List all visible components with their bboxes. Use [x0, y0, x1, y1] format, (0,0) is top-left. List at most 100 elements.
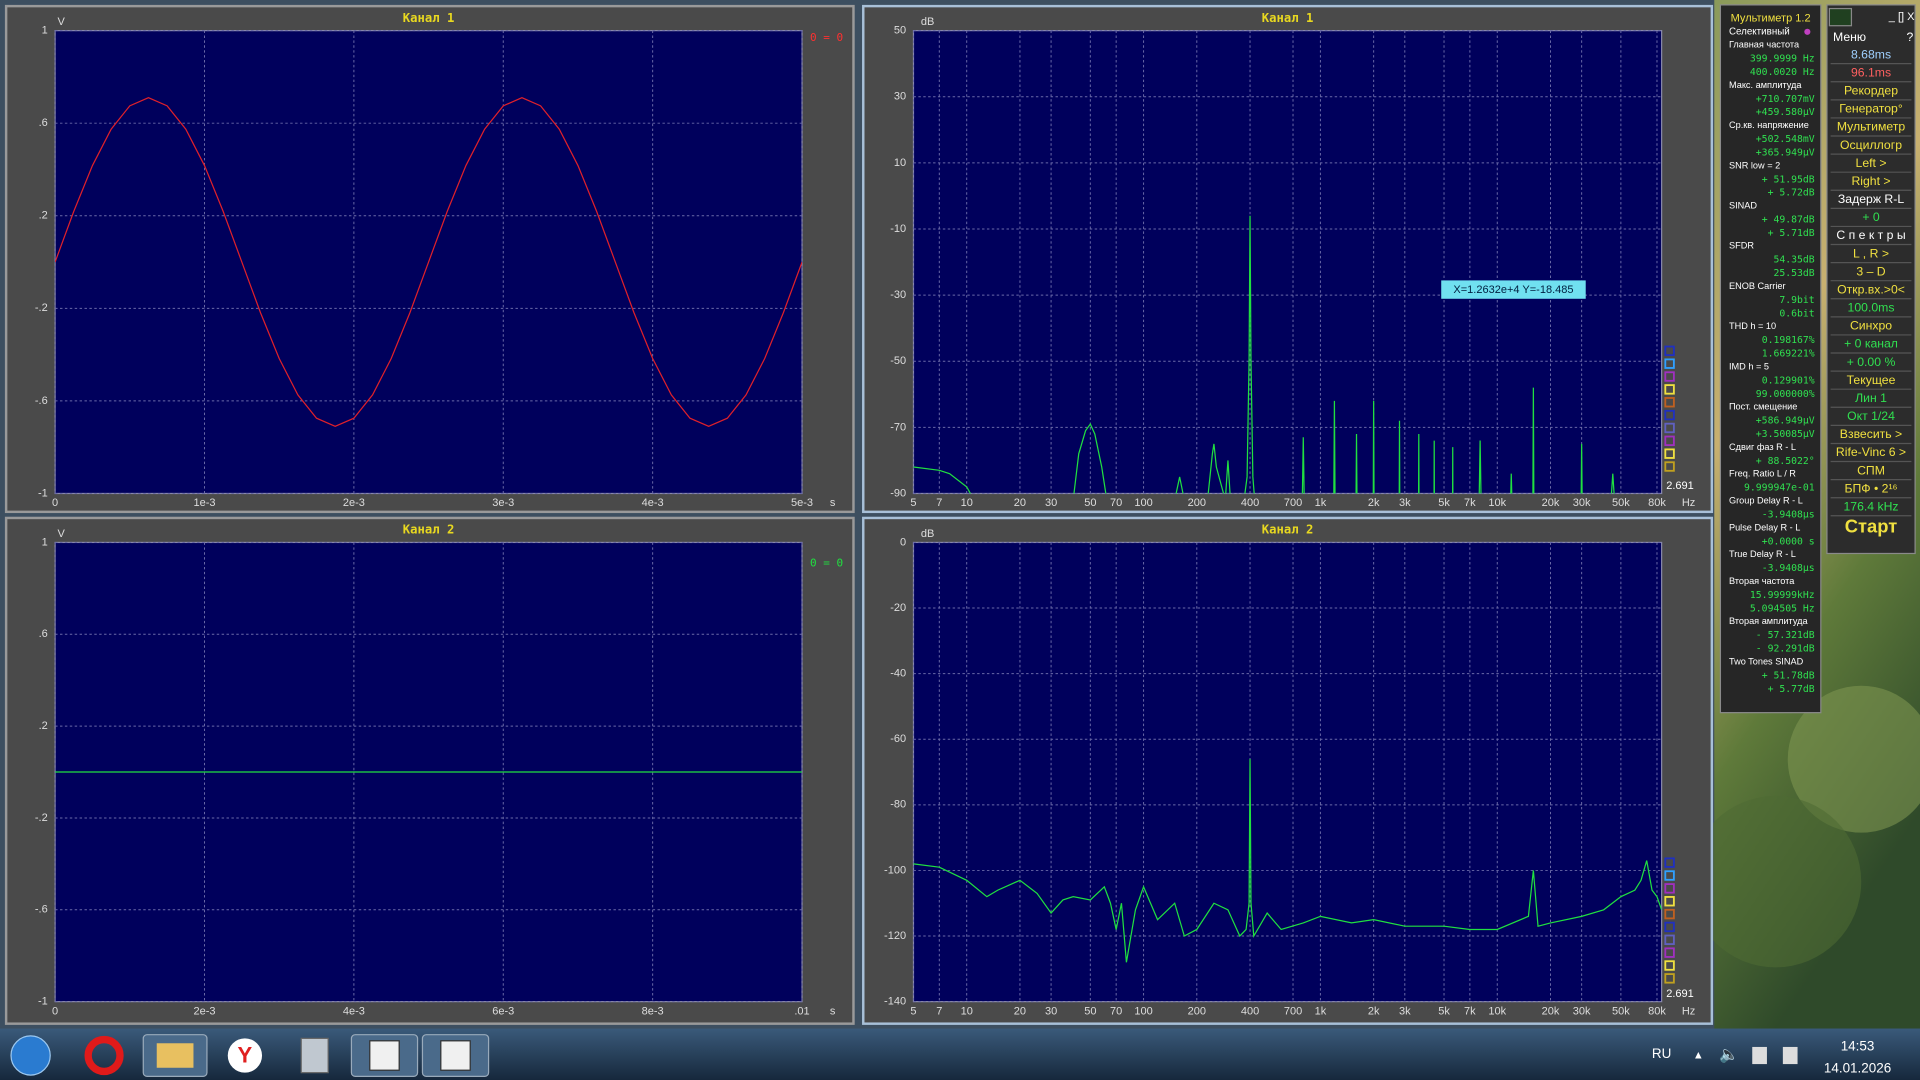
channel-swatch[interactable] [1664, 908, 1675, 920]
menu-item[interactable]: Откр.вх.>0< [1837, 282, 1905, 296]
mode-dot[interactable] [1804, 28, 1811, 35]
channel-swatch[interactable] [1664, 397, 1675, 408]
channel-swatch[interactable] [1664, 960, 1675, 971]
help-button[interactable]: ? [1907, 30, 1914, 44]
channel-swatch[interactable] [1664, 883, 1675, 894]
plot-area [912, 541, 1663, 1003]
menu-item[interactable]: 8.68ms [1851, 47, 1891, 61]
channel-swatch[interactable] [1664, 921, 1675, 933]
channel-swatch[interactable] [1664, 345, 1675, 357]
measure-value: 15.99999kHz [1750, 590, 1815, 601]
trace [913, 758, 1662, 963]
measure-label: Сдвиг фаз R - L [1729, 442, 1796, 452]
channel-swatch[interactable] [1664, 934, 1675, 945]
channel-swatch[interactable] [1664, 461, 1675, 472]
volume-icon[interactable]: 🔈 [1719, 1047, 1739, 1064]
menu-item[interactable]: БПФ • 2¹⁶ [1844, 481, 1897, 495]
menu-item[interactable]: Взвесить > [1840, 427, 1902, 441]
menu-item[interactable]: 96.1ms [1851, 65, 1891, 79]
menu-item[interactable]: Задерж R-L [1838, 192, 1904, 206]
measure-label: True Delay R - L [1729, 549, 1796, 559]
y-tick-label: -90 [890, 487, 906, 499]
explorer-icon[interactable] [156, 1043, 194, 1068]
menu-item[interactable]: Генератор° [1839, 102, 1903, 116]
menu-item[interactable]: Рекордер [1844, 84, 1898, 98]
language[interactable]: RU [1652, 1046, 1671, 1061]
x-tick-label: 100 [1134, 1005, 1152, 1017]
channel-swatch[interactable] [1664, 422, 1675, 434]
channel-swatch[interactable] [1664, 409, 1675, 421]
x-tick-label: 30k [1573, 497, 1591, 509]
y-tick-label: 50 [894, 25, 906, 37]
power-icon[interactable] [1782, 1046, 1798, 1065]
x-tick-label: 700 [1284, 1005, 1302, 1017]
opera-icon[interactable] [84, 1035, 124, 1076]
menu-item[interactable]: Лин 1 [1855, 391, 1887, 405]
menu-item[interactable]: Мультиметр [1837, 120, 1906, 134]
x-tick-label: .01 [794, 1005, 809, 1017]
app-icon [440, 1040, 471, 1071]
menu-item[interactable]: + 0.00 % [1847, 355, 1896, 369]
y-tick-label: 0 [900, 536, 906, 548]
measure-value: 5.094505 Hz [1750, 603, 1815, 614]
cursor-readout: X=1.2632e+4 Y=-18.485 [1453, 284, 1573, 296]
x-tick-label: 80k [1648, 497, 1666, 509]
panel-title: Канал 2 [1262, 523, 1314, 537]
x-tick-label: 30k [1573, 1005, 1591, 1017]
x-tick-label: 200 [1188, 1005, 1206, 1017]
cursor-readout-box [1441, 280, 1586, 299]
channel-swatch[interactable] [1664, 371, 1675, 382]
x-tick-label: 1k [1315, 497, 1327, 509]
x-tick-label: 5 [910, 1005, 916, 1017]
measure-label: Group Delay R - L [1729, 495, 1803, 505]
channel-swatch[interactable] [1664, 857, 1675, 868]
menu-item[interactable]: + 0 [1862, 210, 1880, 224]
channel-swatch[interactable] [1664, 435, 1675, 447]
channel-swatch[interactable] [1664, 384, 1675, 395]
window-buttons[interactable]: _ [] X [1888, 11, 1915, 23]
menu-item[interactable]: 3 – D [1856, 264, 1885, 278]
foliage [1689, 795, 1862, 968]
x-tick-label: 1e-3 [193, 497, 215, 509]
start-button[interactable] [10, 1035, 51, 1076]
measure-label: IMD h = 5 [1729, 361, 1769, 371]
tray-arrow[interactable]: ▲ [1693, 1049, 1704, 1061]
menu-item[interactable]: 176.4 kHz [1843, 499, 1898, 513]
calculator-icon[interactable] [300, 1037, 329, 1074]
menu-item[interactable]: Rife-Vinc 6 > [1836, 445, 1906, 459]
menu-item[interactable]: 100.0ms [1848, 301, 1895, 315]
menu-item[interactable]: Окт 1/24 [1847, 409, 1895, 423]
menu-title[interactable]: Меню [1833, 30, 1866, 44]
y-tick-label: -40 [890, 668, 906, 680]
menu-item[interactable]: Left > [1856, 156, 1887, 170]
x-tick-label: 10 [961, 497, 973, 509]
menu-item[interactable]: Right > [1851, 174, 1890, 188]
channel-swatch[interactable] [1664, 448, 1675, 459]
channel-swatch[interactable] [1664, 896, 1675, 907]
start-button[interactable]: Старт [1845, 516, 1897, 537]
mode-label: Селективный [1729, 26, 1790, 37]
measure-value: 99.000000% [1756, 389, 1815, 400]
yandex-icon[interactable] [227, 1038, 263, 1073]
menu-item[interactable]: Текущее [1847, 373, 1896, 387]
clock-date[interactable]: 14.01.2026 [1824, 1061, 1891, 1076]
clock-time[interactable]: 14:53 [1841, 1039, 1875, 1054]
channel-swatch[interactable] [1664, 947, 1675, 958]
channel-swatch[interactable] [1664, 870, 1675, 881]
channel-swatch[interactable] [1664, 973, 1675, 984]
menu-item[interactable]: L , R > [1853, 246, 1889, 260]
measure-value: 400.0020 Hz [1750, 67, 1815, 78]
y-tick-label: 1 [42, 536, 48, 548]
measure-label: Ср.кв. напряжение [1729, 120, 1809, 130]
menu-item[interactable]: СПМ [1857, 463, 1885, 477]
network-icon[interactable] [1752, 1046, 1767, 1065]
y-tick-label: -.6 [35, 904, 48, 916]
menu-item[interactable]: + 0 канал [1844, 337, 1898, 351]
menu-item[interactable]: Осциллогр [1840, 138, 1902, 152]
channel-indicator: 0 = 0 [810, 31, 843, 44]
y-tick-label: -10 [890, 223, 906, 235]
menu-item[interactable]: Синхро [1850, 319, 1892, 333]
channel-swatch[interactable] [1664, 358, 1675, 369]
menu-item[interactable]: С п е к т р ы [1836, 228, 1905, 242]
